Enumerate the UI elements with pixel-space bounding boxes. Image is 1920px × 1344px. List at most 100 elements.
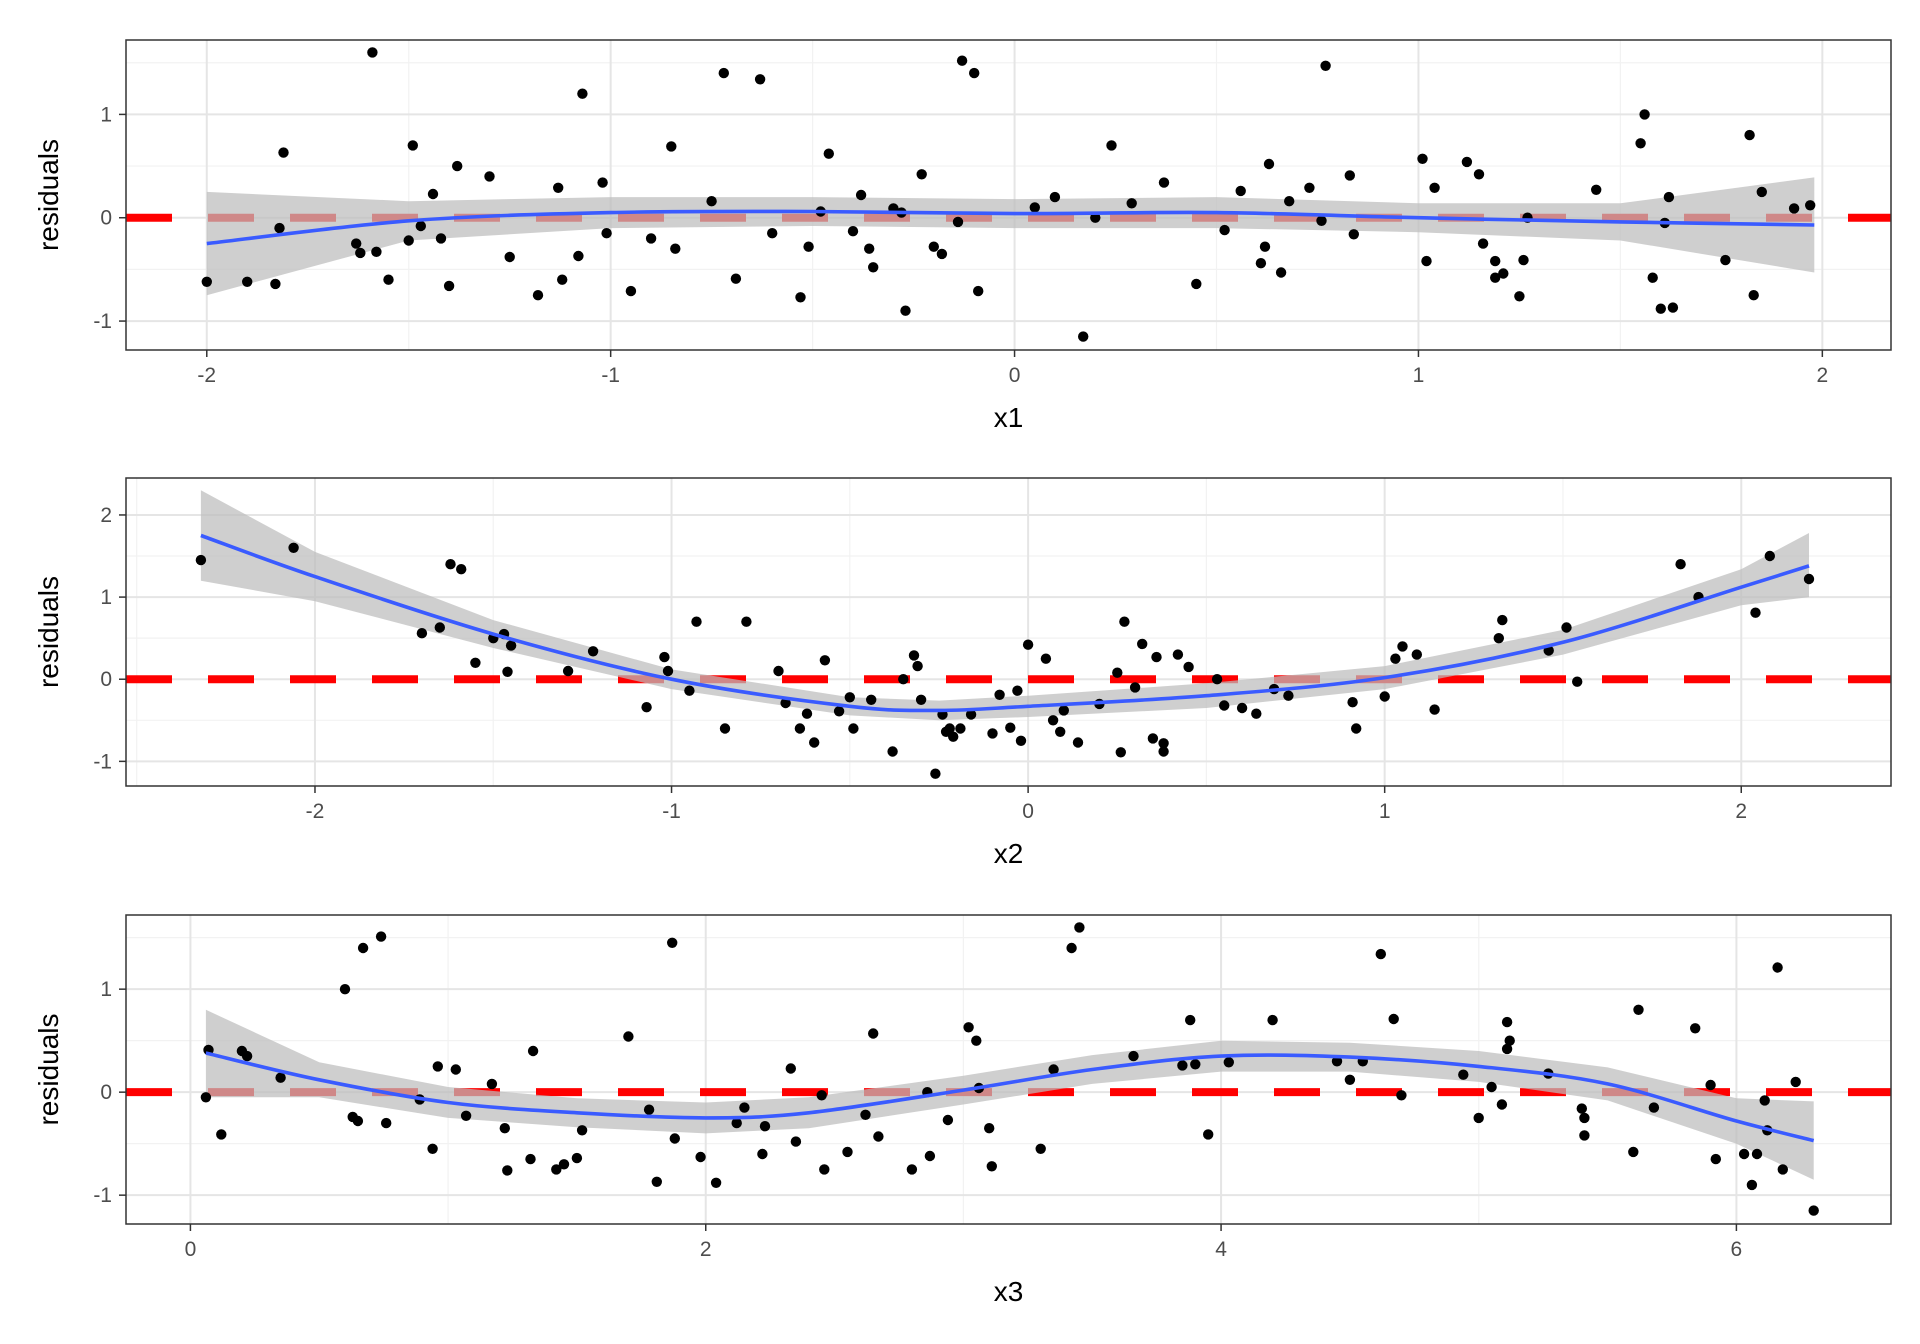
x-tick-label: 1: [1413, 364, 1425, 387]
data-point: [1501, 1016, 1513, 1028]
panel-border: [125, 39, 1892, 351]
data-point: [504, 251, 515, 263]
data-point: [623, 1031, 634, 1042]
data-point: [645, 233, 657, 244]
data-point: [415, 220, 426, 232]
data-point: [833, 706, 845, 717]
data-point: [1429, 182, 1440, 193]
data-point: [754, 74, 766, 85]
data-point: [1126, 198, 1137, 209]
confidence-ribbon: [205, 1009, 1814, 1180]
data-point: [1473, 169, 1485, 180]
data-point: [200, 1092, 212, 1103]
data-point: [860, 1109, 871, 1121]
data-point: [873, 1131, 884, 1142]
data-point: [1351, 723, 1362, 734]
data-point: [794, 723, 806, 734]
data-point: [1029, 202, 1041, 213]
data-point: [381, 1117, 392, 1129]
data-point: [274, 222, 285, 234]
data-point: [355, 247, 366, 259]
data-point: [383, 274, 394, 285]
data-point: [1172, 649, 1184, 660]
data-point: [1185, 1014, 1196, 1026]
data-point: [1284, 196, 1295, 207]
data-point: [855, 189, 867, 201]
data-point: [1255, 258, 1267, 269]
y-tick-label: 1: [100, 978, 112, 1001]
data-point: [1090, 212, 1101, 223]
data-point: [1112, 667, 1123, 678]
data-point: [780, 697, 791, 709]
panel-3: 0 2 4 6 -1 0 1 x3 residuals: [33, 914, 1892, 1307]
data-point: [288, 542, 299, 553]
data-point: [670, 243, 681, 254]
data-point: [795, 292, 806, 303]
data-point: [195, 554, 207, 566]
data-point: [371, 246, 382, 257]
data-point: [435, 233, 447, 244]
data-point: [1012, 685, 1023, 696]
data-point: [1191, 278, 1202, 290]
data-point: [847, 226, 859, 237]
data-point: [924, 1150, 936, 1162]
data-point: [1759, 1095, 1770, 1106]
data-point: [1655, 303, 1667, 314]
data-point: [1316, 215, 1327, 226]
x-tick-label: 0: [1009, 364, 1021, 387]
data-point: [1283, 690, 1294, 701]
data-point: [887, 746, 898, 757]
y-tick-label: 0: [100, 207, 112, 230]
data-point: [936, 248, 948, 260]
data-point: [790, 1136, 802, 1147]
data-point: [1251, 708, 1262, 719]
data-point: [912, 660, 923, 672]
data-point: [868, 1028, 879, 1039]
x-tick-label: -1: [601, 364, 620, 387]
data-point: [434, 622, 445, 633]
data-point: [667, 937, 678, 948]
data-point: [952, 216, 964, 228]
data-point: [1411, 649, 1423, 660]
data-point: [527, 1045, 539, 1057]
smooth-line: [205, 1051, 1815, 1143]
y-tick-label: -1: [93, 1184, 112, 1207]
data-point: [432, 1061, 443, 1072]
data-point: [456, 564, 467, 575]
data-point: [427, 1143, 438, 1155]
data-point: [502, 666, 513, 677]
data-point: [1417, 153, 1428, 164]
data-point: [1458, 1069, 1469, 1080]
data-point: [1259, 241, 1271, 252]
data-point: [969, 67, 980, 79]
data-point: [1486, 1081, 1497, 1093]
data-point: [1635, 138, 1646, 149]
data-point: [1035, 1143, 1046, 1155]
panel-background: [126, 40, 1891, 350]
data-point: [906, 1164, 918, 1175]
data-point: [484, 171, 495, 182]
y-axis-title: residuals: [33, 139, 64, 251]
smooth-line: [200, 533, 1810, 713]
data-point: [1388, 1013, 1399, 1025]
data-point: [1058, 705, 1070, 716]
data-point: [1320, 60, 1331, 71]
data-point: [1751, 1148, 1763, 1160]
data-point: [1304, 182, 1315, 193]
points: [200, 922, 1819, 1216]
data-point: [864, 243, 875, 254]
data-point: [1788, 203, 1800, 214]
data-point: [844, 692, 855, 703]
data-point: [848, 723, 859, 734]
data-point: [963, 1022, 974, 1033]
data-point: [1147, 733, 1159, 744]
data-point: [625, 285, 637, 297]
x-tick-label: 1: [1379, 800, 1391, 823]
data-point: [1690, 1023, 1701, 1034]
data-point: [1576, 1103, 1588, 1114]
data-point: [1675, 559, 1686, 570]
data-point: [719, 723, 731, 734]
data-point: [908, 650, 920, 661]
data-point: [367, 47, 378, 58]
confidence-ribbon: [206, 177, 1815, 296]
